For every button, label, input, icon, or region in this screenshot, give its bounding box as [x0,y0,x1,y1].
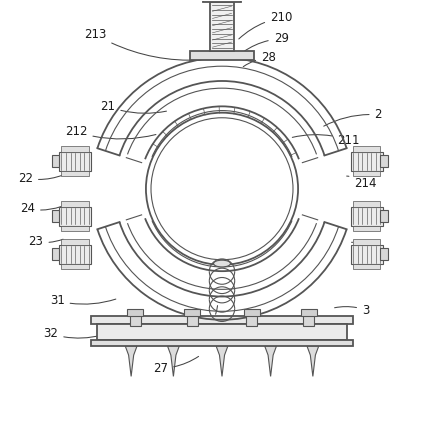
Text: 213: 213 [84,28,200,60]
Bar [351,152,383,171]
Polygon shape [265,346,277,377]
Bar [61,146,89,152]
Bar [244,309,260,315]
Bar [184,309,200,315]
Bar [61,239,89,245]
Text: 27: 27 [153,357,198,375]
Text: 214: 214 [347,176,377,190]
Bar [59,207,91,226]
Bar [61,201,89,207]
Bar [52,155,59,167]
Text: 21: 21 [100,100,166,113]
Bar [353,226,381,231]
Text: 1: 1 [206,306,218,332]
Polygon shape [167,346,179,377]
Bar [351,207,383,226]
Bar [301,309,317,315]
Bar [381,210,388,222]
Text: 24: 24 [20,202,61,215]
Bar [190,50,254,60]
Text: 31: 31 [50,294,116,307]
Text: 3: 3 [335,304,369,317]
Polygon shape [307,346,319,377]
Bar [351,245,383,264]
Text: 23: 23 [28,235,63,248]
Bar [303,314,314,326]
Polygon shape [216,346,228,377]
Bar [91,340,353,346]
Bar [353,264,381,269]
Polygon shape [125,346,137,377]
Text: 32: 32 [44,327,101,340]
Bar [130,314,141,326]
Bar [59,152,91,171]
Bar [61,226,89,231]
Bar [61,171,89,176]
Text: 22: 22 [18,172,63,185]
Bar [97,324,347,340]
Text: 210: 210 [239,11,292,39]
Bar [381,155,388,167]
Bar [52,248,59,260]
Ellipse shape [214,260,230,267]
Bar [187,314,198,326]
Bar [91,316,353,324]
Bar [52,210,59,222]
Bar [61,264,89,269]
Bar [203,0,241,2]
Text: 25: 25 [352,209,373,222]
Bar [246,314,257,326]
Bar [210,2,234,50]
Bar [381,248,388,260]
Bar [127,309,143,315]
Bar [59,245,91,264]
Text: 29: 29 [243,32,289,52]
Text: 212: 212 [65,125,156,139]
Bar [353,201,381,207]
Bar [353,171,381,176]
Text: 28: 28 [243,51,276,67]
Text: 2: 2 [324,108,382,126]
Text: 26: 26 [352,239,373,252]
Bar [353,146,381,152]
Bar [353,239,381,245]
Text: 211: 211 [292,134,360,147]
